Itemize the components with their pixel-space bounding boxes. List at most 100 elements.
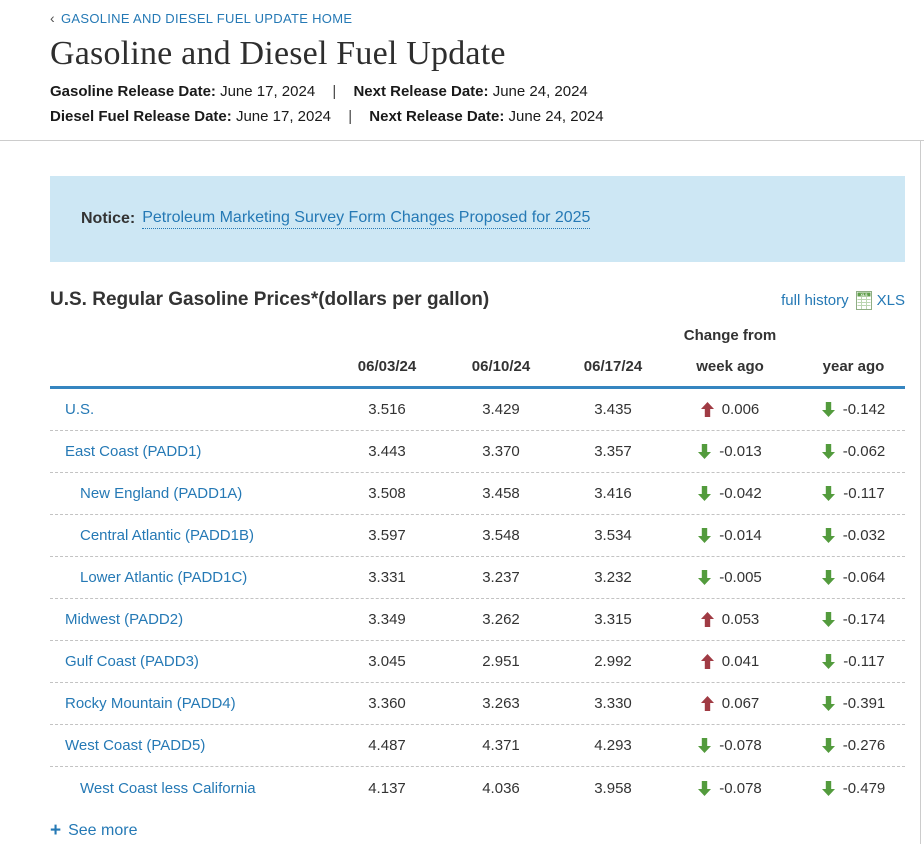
price-cell: 3.330 [594, 695, 632, 712]
gasoline-release-date: June 17, 2024 [220, 83, 316, 100]
change-arrow-icon [698, 486, 712, 501]
price-cell: 3.548 [482, 527, 520, 544]
region-link[interactable]: West Coast less California [80, 779, 256, 797]
change-value: -0.078 [719, 779, 762, 797]
change-arrow-icon [822, 486, 836, 501]
chevron-left-icon: ‹ [50, 10, 55, 26]
breadcrumb-home-link[interactable]: ‹ GASOLINE AND DIESEL FUEL UPDATE HOME [50, 11, 352, 26]
change-from-header-row: Change from [50, 321, 905, 349]
price-cell: 3.232 [594, 569, 632, 586]
page-title: Gasoline and Diesel Fuel Update [50, 35, 506, 72]
notice-label: Notice: [81, 210, 136, 227]
change-arrow-icon [698, 444, 712, 459]
region-link[interactable]: New England (PADD1A) [80, 485, 243, 502]
price-cell: 3.315 [594, 611, 632, 628]
price-cell: 3.370 [482, 443, 520, 460]
price-cell: 3.360 [368, 695, 406, 712]
price-cell: 3.331 [368, 569, 406, 586]
table-row: New England (PADD1A) 3.508 3.458 3.416 -… [50, 473, 905, 515]
region-link[interactable]: Rocky Mountain (PADD4) [65, 695, 236, 712]
week-change-cell: -0.078 [658, 737, 802, 754]
diesel-next-release-label: Next Release Date: [369, 108, 505, 125]
change-arrow-icon [821, 528, 835, 543]
table-row: Gulf Coast (PADD3) 3.045 2.951 2.992 0.0… [50, 641, 905, 683]
price-cell: 3.263 [482, 695, 520, 712]
change-value: -0.078 [719, 737, 762, 754]
change-arrow-icon [821, 444, 835, 459]
xls-download-link[interactable]: XLS XLS [855, 290, 905, 310]
price-cell: 4.036 [482, 779, 520, 797]
change-value: -0.014 [719, 527, 762, 544]
price-cell: 3.357 [594, 443, 632, 460]
week-change-cell: 0.053 [658, 611, 802, 628]
full-history-link[interactable]: full history [781, 291, 849, 309]
section-links: full history XLS [781, 290, 905, 310]
year-change-cell: -0.174 [802, 611, 905, 628]
column-header-date2: 06/10/24 [471, 357, 531, 375]
price-cell: 3.045 [368, 653, 406, 670]
week-change-cell: 0.067 [658, 695, 802, 712]
region-cell: Gulf Coast (PADD3) [50, 653, 340, 670]
change-arrow-icon [821, 402, 835, 417]
main-content: Notice: Petroleum Marketing Survey Form … [50, 141, 905, 841]
column-header-week-ago: week ago [696, 357, 764, 375]
price-cell: 3.443 [368, 443, 406, 460]
year-change-cell: -0.064 [802, 569, 905, 586]
table-body: U.S. 3.516 3.429 3.435 0.006 -0.142 East… [50, 389, 905, 809]
region-link[interactable]: U.S. [65, 401, 95, 418]
year-change-cell: -0.117 [802, 485, 905, 502]
price-cell: 4.371 [482, 737, 520, 754]
table-header-rule [50, 386, 905, 389]
region-link[interactable]: Midwest (PADD2) [65, 611, 184, 628]
change-arrow-icon [700, 696, 714, 711]
price-cell: 3.958 [594, 779, 632, 797]
price-cell: 2.951 [482, 653, 520, 670]
region-cell: U.S. [50, 401, 340, 418]
section-heading: U.S. Regular Gasoline Prices*(dollars pe… [50, 289, 490, 310]
gasoline-release-label: Gasoline Release Date: [50, 83, 216, 100]
change-arrow-icon [698, 780, 712, 796]
price-cell: 3.435 [594, 401, 632, 418]
region-link[interactable]: Lower Atlantic (PADD1C) [80, 569, 248, 586]
see-more-link[interactable]: + See more [50, 821, 137, 840]
price-cell: 3.534 [594, 527, 632, 544]
year-change-cell: -0.117 [802, 653, 905, 670]
diesel-release-line: Diesel Fuel Release Date: June 17, 2024 … [50, 108, 924, 125]
region-link[interactable]: Gulf Coast (PADD3) [65, 653, 199, 670]
change-value: 0.041 [721, 653, 760, 670]
change-value: -0.276 [842, 737, 886, 754]
price-cell: 3.508 [368, 485, 406, 502]
region-cell: New England (PADD1A) [50, 485, 340, 502]
notice-link[interactable]: Petroleum Marketing Survey Form Changes … [142, 209, 591, 229]
change-arrow-icon [698, 528, 712, 543]
change-value: 0.006 [721, 401, 760, 418]
region-cell: West Coast (PADD5) [50, 737, 340, 754]
price-cell: 3.416 [594, 485, 632, 502]
change-value: -0.042 [719, 485, 762, 502]
change-arrow-icon [698, 570, 712, 585]
change-arrow-icon [821, 570, 835, 585]
region-cell: East Coast (PADD1) [50, 443, 340, 460]
section-header: U.S. Regular Gasoline Prices*(dollars pe… [50, 289, 905, 311]
gasoline-next-release-date: June 24, 2024 [492, 83, 588, 100]
table-row: West Coast (PADD5) 4.487 4.371 4.293 -0.… [50, 725, 905, 767]
change-value: 0.067 [721, 695, 760, 712]
region-link[interactable]: Central Atlantic (PADD1B) [80, 527, 254, 544]
change-value: -0.013 [719, 443, 762, 460]
column-header-row: 06/03/24 06/10/24 06/17/24 week ago year… [50, 349, 905, 383]
column-header-date1: 06/03/24 [357, 357, 417, 375]
change-value: -0.064 [842, 569, 886, 586]
change-value: -0.174 [842, 611, 886, 628]
year-change-cell: -0.276 [802, 737, 905, 754]
gasoline-prices-table: Change from 06/03/24 06/10/24 06/17/24 w… [50, 321, 905, 809]
year-change-cell: -0.479 [802, 780, 905, 797]
region-link[interactable]: West Coast (PADD5) [65, 737, 206, 754]
separator: | [348, 108, 353, 125]
change-value: -0.117 [843, 653, 885, 670]
year-change-cell: -0.142 [802, 401, 905, 418]
week-change-cell: -0.014 [658, 527, 802, 544]
change-value: 0.053 [721, 611, 760, 628]
breadcrumb-label: GASOLINE AND DIESEL FUEL UPDATE HOME [60, 10, 353, 26]
region-link[interactable]: East Coast (PADD1) [65, 443, 202, 460]
